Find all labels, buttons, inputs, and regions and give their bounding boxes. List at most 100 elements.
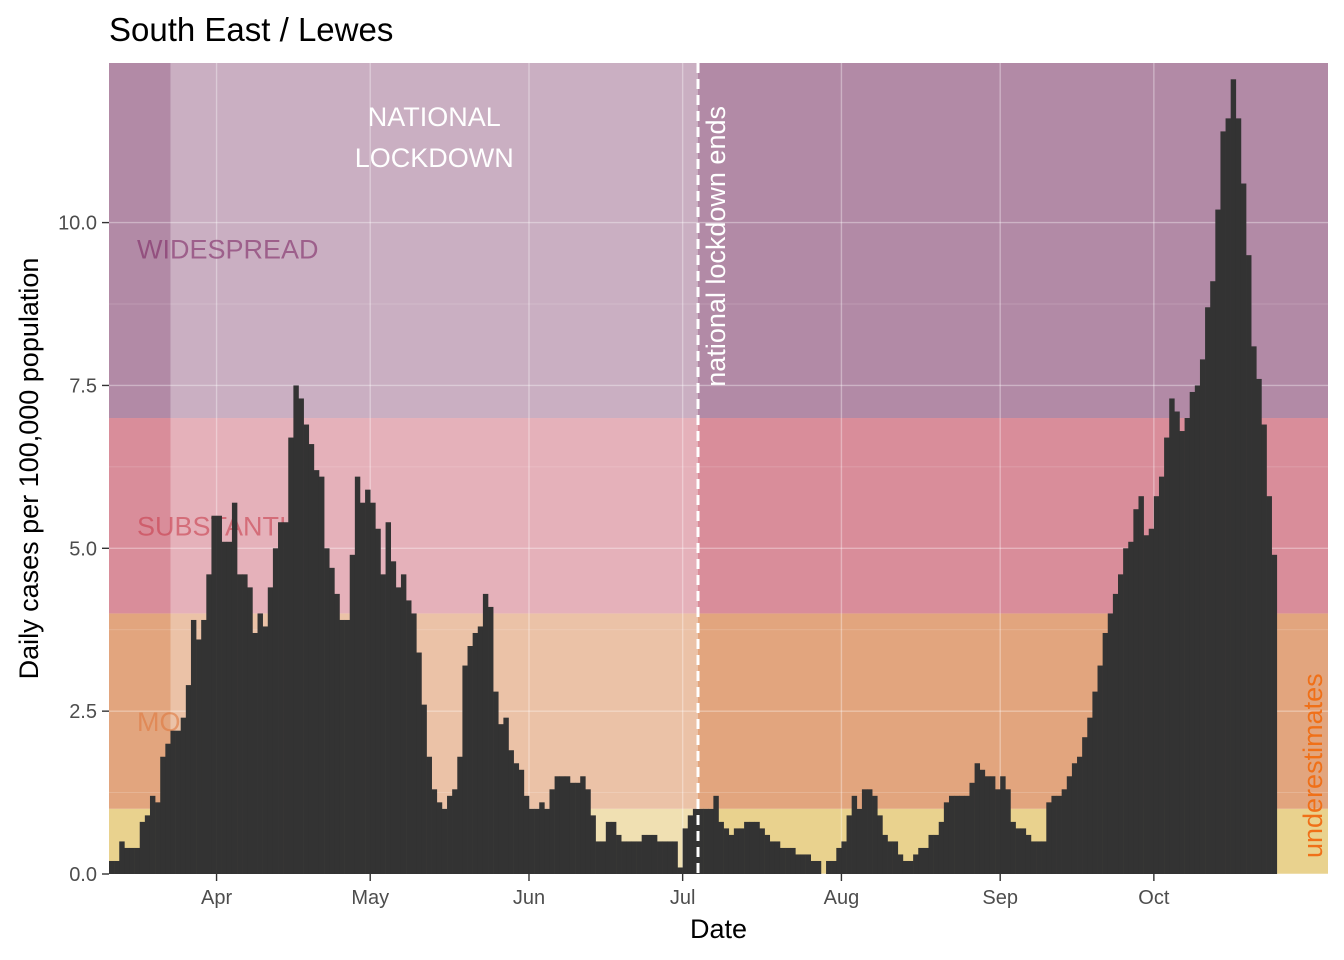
bar <box>298 398 304 874</box>
bar <box>267 587 274 874</box>
bar <box>185 685 192 874</box>
bar <box>1097 665 1103 874</box>
bar <box>262 626 269 874</box>
bar <box>247 587 253 874</box>
bar <box>283 522 289 874</box>
bar <box>754 821 760 874</box>
bar <box>569 782 576 874</box>
bar <box>1240 183 1247 875</box>
bar <box>242 574 248 874</box>
bar <box>631 841 637 874</box>
bar <box>313 470 320 874</box>
bar <box>831 860 837 874</box>
bar <box>395 587 402 874</box>
bar <box>892 841 899 874</box>
bar <box>1112 593 1119 874</box>
bar <box>948 795 955 874</box>
bar <box>1077 756 1083 874</box>
bar <box>119 841 125 874</box>
bar <box>462 665 468 874</box>
bar <box>1118 574 1124 874</box>
bar <box>913 854 919 874</box>
bar <box>959 795 965 874</box>
bar <box>1235 118 1242 874</box>
bar <box>1246 255 1252 874</box>
bar <box>1092 691 1098 874</box>
x-tick-label: Sep <box>982 887 1018 909</box>
bar <box>979 769 986 874</box>
bar <box>493 691 499 874</box>
bar <box>201 619 207 874</box>
bar <box>687 815 694 874</box>
bar <box>846 815 852 874</box>
bar <box>923 847 929 874</box>
bar <box>288 437 294 874</box>
bar <box>216 515 222 874</box>
bar <box>826 860 832 874</box>
x-axis: Apr May Jun Jul Aug Sep Oct <box>201 874 1170 909</box>
bar <box>390 561 397 874</box>
bar <box>933 834 940 874</box>
bar <box>508 750 514 874</box>
bar <box>226 541 233 874</box>
bar <box>590 815 596 874</box>
bar <box>841 841 847 874</box>
bar <box>800 854 806 874</box>
bar <box>1015 828 1021 874</box>
bar <box>626 841 632 874</box>
bar <box>359 502 366 874</box>
chart-title: South East / Lewes <box>109 11 393 48</box>
bar <box>1107 613 1114 874</box>
bar <box>600 841 607 874</box>
bar <box>667 841 673 874</box>
lockdown-end-label: national lockdown ends <box>701 106 731 387</box>
bar <box>1266 496 1272 874</box>
bar <box>134 847 141 874</box>
bar <box>636 841 642 874</box>
y-tick-label: 7.5 <box>69 375 97 397</box>
bar <box>431 789 438 874</box>
bar <box>1210 281 1216 874</box>
bar <box>1205 307 1211 874</box>
bar <box>605 821 612 874</box>
bar <box>954 795 960 874</box>
bar <box>385 522 392 874</box>
bar <box>969 782 975 874</box>
bar <box>759 828 765 874</box>
bar <box>370 502 376 874</box>
bar <box>231 502 238 874</box>
bar <box>400 574 407 874</box>
bar <box>1138 496 1144 874</box>
bar <box>815 860 822 874</box>
bar <box>902 860 909 874</box>
bar <box>1133 509 1139 874</box>
band-widespread <box>109 63 1328 419</box>
bar <box>206 574 212 874</box>
y-tick-label: 10.0 <box>58 213 97 235</box>
bar <box>278 522 284 874</box>
bar <box>436 802 443 874</box>
bar <box>144 815 151 874</box>
bar <box>621 841 627 874</box>
bar <box>1082 737 1088 874</box>
bar <box>528 808 535 874</box>
bar <box>718 821 724 874</box>
bar <box>482 593 489 874</box>
bar <box>861 789 868 874</box>
bar <box>856 808 863 874</box>
bar <box>897 854 904 874</box>
bar <box>114 860 120 874</box>
bar <box>354 476 361 874</box>
bar <box>375 528 381 874</box>
bar <box>1174 411 1180 874</box>
bar <box>477 626 484 874</box>
bar <box>272 548 279 874</box>
bar <box>682 828 689 874</box>
bar <box>452 789 458 874</box>
bar <box>887 841 893 874</box>
bar <box>580 776 586 874</box>
bar <box>1000 776 1006 874</box>
bars-layer <box>109 79 1278 875</box>
bar <box>190 619 197 874</box>
y-axis-title: Daily cases per 100,000 population <box>14 258 44 680</box>
